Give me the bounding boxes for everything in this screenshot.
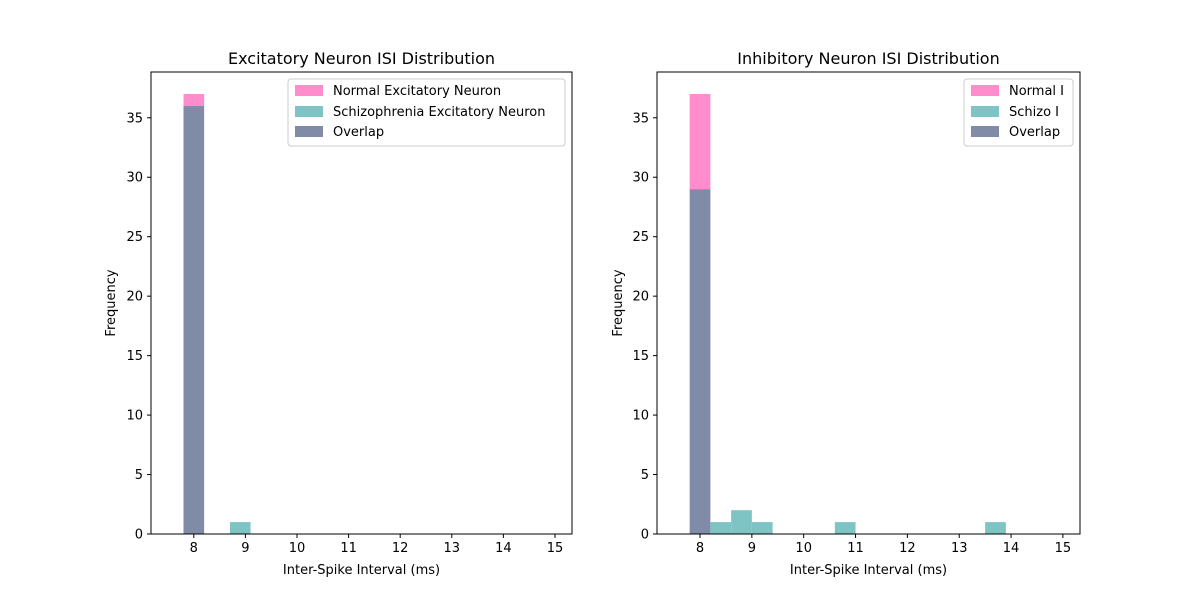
chart-title: Inhibitory Neuron ISI Distribution: [737, 49, 999, 68]
legend: Normal I Schizo I Overlap: [963, 78, 1074, 147]
chart-title: Excitatory Neuron ISI Distribution: [228, 49, 495, 68]
y-tick-label: 30: [126, 171, 143, 186]
y-tick-label: 20: [632, 290, 649, 305]
schizo-bar: [834, 522, 856, 534]
x-tick-label: 10: [289, 541, 306, 556]
bars-group: [689, 94, 1006, 534]
normal-bar: [689, 94, 711, 190]
schizo-bar: [751, 522, 773, 534]
axes-frame: [656, 71, 1081, 535]
legend-swatch-normal: [295, 85, 323, 96]
x-tick-label: 8: [696, 541, 704, 556]
normal-bar: [183, 94, 205, 106]
y-tick-label: 35: [126, 111, 143, 126]
y-tick-label: 5: [135, 468, 143, 483]
excitatory-isi-chart: Excitatory Neuron ISI Distribution 8 9 10 1…: [104, 49, 573, 578]
x-tick-label: 12: [899, 541, 916, 556]
y-tick-label: 25: [126, 230, 143, 245]
inhibitory-isi-chart: Inhibitory Neuron ISI Distribution 8 9 10 1…: [611, 49, 1081, 578]
y-axis-label: Frequency: [104, 269, 119, 336]
y-tick-label: 0: [641, 528, 649, 543]
x-axis-label: Inter-Spike Interval (ms): [790, 563, 947, 578]
schizo-bar: [985, 522, 1006, 534]
y-tick-label: 10: [632, 409, 649, 424]
overlap-bar: [689, 189, 711, 534]
legend: Normal Excitatory Neuron Schizophrenia E…: [287, 78, 566, 147]
overlap-bar: [183, 105, 205, 534]
x-tick-label: 9: [748, 541, 756, 556]
y-tick-label: 15: [632, 349, 649, 364]
x-tick-label: 11: [340, 541, 357, 556]
x-tick-label: 14: [1003, 541, 1020, 556]
legend-swatch-normal: [971, 85, 999, 96]
x-tick-label: 8: [190, 541, 198, 556]
bars-group: [183, 94, 251, 534]
y-tick-label: 15: [126, 349, 143, 364]
y-tick-label: 35: [632, 111, 649, 126]
legend-swatch-overlap: [295, 126, 323, 137]
y-tick-label: 20: [126, 290, 143, 305]
x-tick-label: 10: [795, 541, 812, 556]
schizo-bar: [229, 522, 251, 534]
x-ticks: 8 9 10 11 12 13 14 15: [696, 534, 1071, 556]
y-tick-label: 30: [632, 171, 649, 186]
y-ticks: 0 5 10 15 20 25 30 35: [632, 111, 657, 543]
x-tick-label: 13: [951, 541, 968, 556]
legend-label-schizo: Schizophrenia Excitatory Neuron: [333, 105, 545, 120]
y-tick-label: 0: [135, 528, 143, 543]
legend-label-normal: Normal Excitatory Neuron: [333, 84, 501, 99]
schizo-bar: [710, 522, 732, 534]
legend-label-normal: Normal I: [1009, 84, 1064, 99]
legend-label-overlap: Overlap: [333, 125, 384, 140]
legend-label-schizo: Schizo I: [1009, 105, 1059, 120]
x-tick-label: 13: [444, 541, 461, 556]
x-tick-label: 11: [847, 541, 864, 556]
legend-box: [287, 78, 566, 147]
x-tick-label: 14: [495, 541, 512, 556]
legend-label-overlap: Overlap: [1009, 125, 1060, 140]
y-axis-label: Frequency: [611, 269, 626, 336]
x-tick-label: 15: [1055, 541, 1072, 556]
x-ticks: 8 9 10 11 12 13 14 15: [190, 534, 564, 556]
y-tick-label: 10: [126, 409, 143, 424]
x-axis-label: Inter-Spike Interval (ms): [283, 563, 440, 578]
x-tick-label: 15: [547, 541, 564, 556]
y-ticks: 0 5 10 15 20 25 30 35: [126, 111, 151, 543]
legend-swatch-overlap: [971, 126, 999, 137]
schizo-bar: [731, 510, 752, 534]
y-tick-label: 5: [641, 468, 649, 483]
legend-swatch-schizo: [295, 106, 323, 117]
x-tick-label: 12: [392, 541, 409, 556]
y-tick-label: 25: [632, 230, 649, 245]
axes-frame: [150, 71, 573, 535]
legend-swatch-schizo: [971, 106, 999, 117]
x-tick-label: 9: [241, 541, 249, 556]
